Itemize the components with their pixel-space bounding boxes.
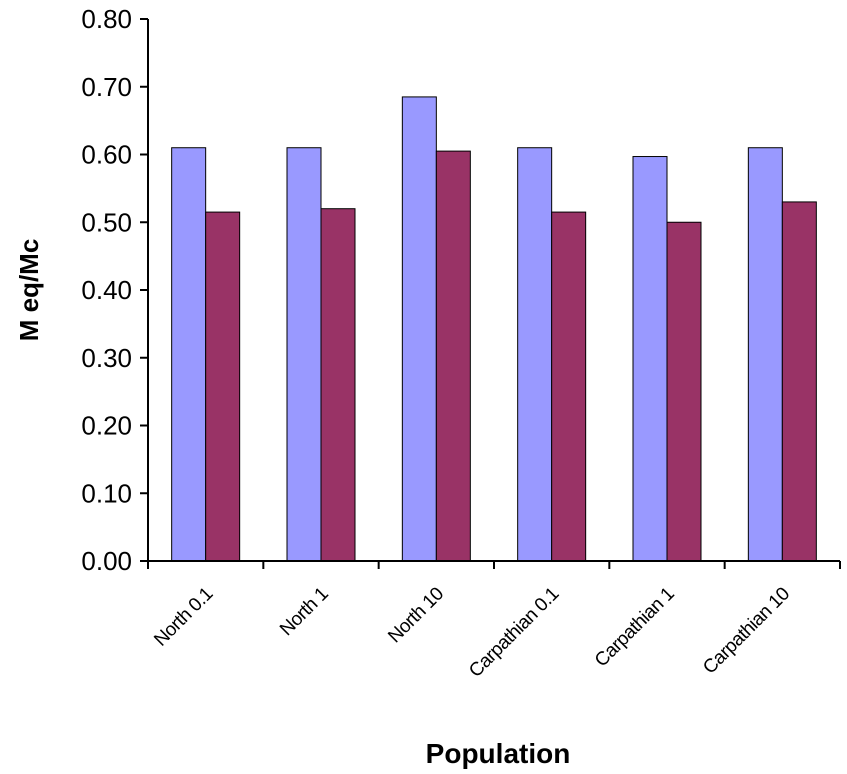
- bar-series1-north-1: [286, 147, 322, 562]
- bar-series1-carpathian-10: [747, 147, 783, 562]
- x-tick-label: Carpathian 0.1: [465, 584, 563, 682]
- y-tick-label: 0.60: [81, 140, 132, 170]
- y-tick-label: 0.50: [81, 207, 132, 237]
- y-tick-label: 0.30: [81, 343, 132, 373]
- bar-series1-north-10: [401, 96, 437, 562]
- x-tick-label: Carpathian 1: [591, 584, 679, 672]
- bar-series2-carpathian-10: [781, 201, 817, 562]
- x-tick-label: North 0.1: [150, 584, 217, 651]
- x-axis-ticks: North 0.1 North 1 North 10 Carpathian 0.1 Ca…: [147, 561, 841, 682]
- y-axis-title: M eq/Mc: [14, 239, 44, 342]
- y-tick-label: 0.20: [81, 411, 132, 441]
- x-tick-label: North 10: [384, 584, 448, 648]
- y-tick-label: 0.70: [81, 72, 132, 102]
- bars-group: [171, 96, 817, 562]
- y-tick-label: 0.10: [81, 478, 132, 508]
- y-tick-label: 0.80: [81, 4, 132, 34]
- y-tick-label: 0.40: [81, 275, 132, 305]
- bar-series2-carpathian-1: [666, 221, 702, 562]
- bar-series1-carpathian-0-1: [517, 147, 553, 562]
- bar-series2-north-10: [435, 150, 471, 562]
- bar-series2-north-1: [320, 208, 356, 562]
- bar-series2-carpathian-0-1: [551, 211, 587, 562]
- bar-series1-north-0-1: [171, 147, 207, 562]
- bar-series1-carpathian-1: [632, 156, 668, 562]
- x-axis-title: Population: [426, 738, 571, 769]
- x-tick-label: North 1: [276, 584, 332, 640]
- y-axis-ticks: 0.00 0.10 0.20 0.30 0.40 0.50 0.60 0.70 0.80: [81, 4, 148, 576]
- y-tick-label: 0.00: [81, 546, 132, 576]
- x-tick-label: Carpathian 10: [699, 584, 794, 679]
- bar-series2-north-0-1: [205, 211, 241, 562]
